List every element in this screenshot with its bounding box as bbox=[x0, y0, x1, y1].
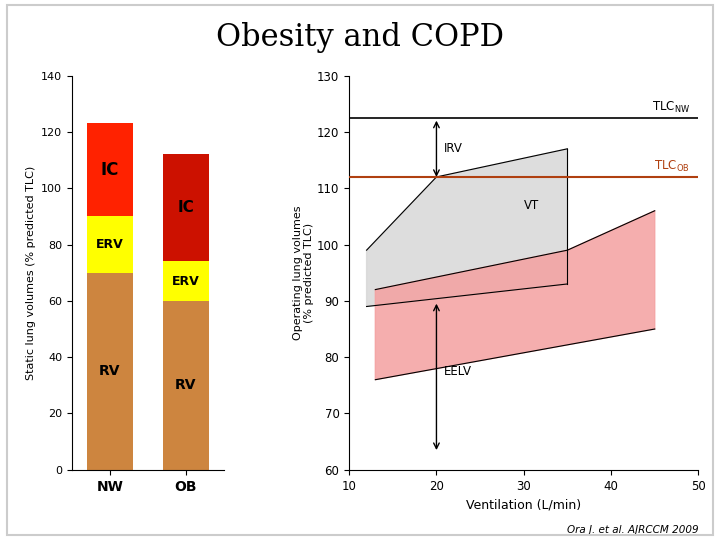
Bar bbox=[87, 124, 132, 217]
Text: TLC$_\mathregular{OB}$: TLC$_\mathregular{OB}$ bbox=[654, 159, 690, 174]
Text: Obesity and COPD: Obesity and COPD bbox=[216, 22, 504, 53]
Text: VT: VT bbox=[523, 199, 539, 212]
Y-axis label: Static lung volumes (% predicted TLC): Static lung volumes (% predicted TLC) bbox=[26, 166, 35, 380]
Text: TLC$_\mathregular{NW}$: TLC$_\mathregular{NW}$ bbox=[652, 100, 690, 115]
Text: IRV: IRV bbox=[444, 143, 462, 156]
Bar bbox=[87, 217, 132, 273]
Text: RV: RV bbox=[175, 379, 197, 393]
Text: ERV: ERV bbox=[172, 275, 199, 288]
Bar bbox=[163, 301, 209, 470]
Text: IC: IC bbox=[178, 200, 194, 215]
Bar bbox=[163, 154, 209, 261]
Text: Ora J. et al. AJRCCM 2009: Ora J. et al. AJRCCM 2009 bbox=[567, 524, 698, 535]
Text: IC: IC bbox=[101, 161, 119, 179]
X-axis label: Ventilation (L/min): Ventilation (L/min) bbox=[467, 498, 581, 511]
Text: ERV: ERV bbox=[96, 238, 124, 251]
Bar bbox=[87, 273, 132, 470]
Bar bbox=[163, 261, 209, 301]
Polygon shape bbox=[366, 149, 567, 307]
Y-axis label: Operating lung volumes
(% predicted TLC): Operating lung volumes (% predicted TLC) bbox=[292, 205, 314, 340]
Polygon shape bbox=[375, 211, 654, 380]
Text: EELV: EELV bbox=[444, 364, 472, 378]
Text: RV: RV bbox=[99, 364, 121, 378]
